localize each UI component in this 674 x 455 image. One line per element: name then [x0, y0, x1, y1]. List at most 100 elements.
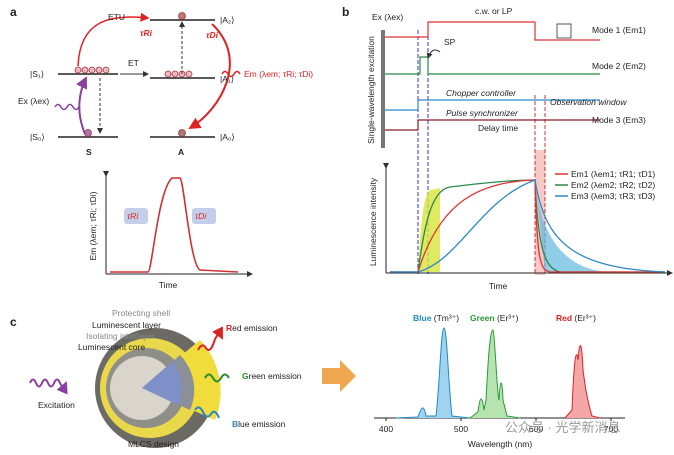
- path-shape: [395, 327, 471, 419]
- path-shape: [385, 119, 600, 131]
- label: |S₀⟩: [30, 132, 45, 142]
- label: Em2 (λem2; τR2; τD2): [571, 180, 655, 190]
- circle-shape: [102, 66, 110, 74]
- label: (Er³⁺): [572, 313, 596, 323]
- label: Ex (λex): [372, 12, 403, 22]
- label: Time: [489, 281, 508, 291]
- label: Green: [470, 313, 495, 323]
- label: (Er³⁺): [495, 313, 519, 323]
- label: Wavelength (nm): [468, 439, 533, 449]
- path-shape: [390, 179, 665, 273]
- label: |S₁⟩: [30, 69, 44, 79]
- label: a: [10, 5, 17, 19]
- g-shape: [74, 12, 193, 137]
- label: Observation window: [550, 97, 627, 107]
- label: A: [178, 147, 184, 157]
- text-shape: Green (Er³⁺): [470, 313, 519, 323]
- path-shape: [322, 360, 356, 392]
- path-shape: [385, 99, 600, 111]
- path-shape: [385, 21, 600, 41]
- label: Mode 2 (Em2): [592, 61, 646, 71]
- label: |A₁⟩: [220, 74, 234, 84]
- rect-shape: [556, 23, 572, 39]
- label: Protecting shell: [112, 308, 170, 318]
- x-tick-label: 700: [604, 424, 618, 434]
- circle-shape: [185, 70, 193, 78]
- label: ETU: [108, 12, 125, 22]
- g-shape: [58, 19, 215, 138]
- text-shape: Green emission: [242, 371, 302, 381]
- label: |A₂⟩: [220, 15, 235, 25]
- label: ed emission: [232, 323, 278, 333]
- path-shape: [194, 406, 220, 419]
- path-shape: [77, 12, 150, 67]
- text-shape: Red (Er³⁺): [556, 313, 596, 323]
- label: τDi: [206, 30, 219, 40]
- circle-shape: [178, 12, 186, 20]
- label: Luminescent core: [78, 342, 145, 352]
- label: Isolating interlayer: [86, 331, 155, 341]
- label: ET: [128, 58, 139, 68]
- label: (Tm³⁺): [431, 313, 459, 323]
- circle-shape: [95, 66, 103, 74]
- label: τRi: [127, 211, 139, 221]
- label: τRi: [140, 28, 153, 38]
- label: lue emission: [238, 419, 286, 429]
- g-shape: 400 500 600 700: [379, 418, 618, 434]
- label: Em3 (λem3; τR3; τD3): [571, 191, 655, 201]
- label: Blue: [413, 313, 432, 323]
- text-shape: Blue (Tm³⁺): [413, 313, 459, 323]
- x-tick-label: 600: [529, 424, 543, 434]
- circle-shape: [88, 66, 96, 74]
- rect-shape: [381, 30, 385, 148]
- rect-shape: [192, 208, 216, 224]
- label: MLCS design: [128, 439, 179, 449]
- circle-shape: [81, 66, 89, 74]
- path-shape: [142, 362, 182, 405]
- label: Delay time: [478, 123, 518, 133]
- text-shape: Blue emission: [232, 419, 286, 429]
- path-shape: [418, 188, 440, 272]
- label: B: [232, 419, 238, 429]
- circle-shape: [178, 129, 186, 137]
- label: Luminescent layer: [92, 320, 161, 330]
- path-shape: [426, 49, 441, 59]
- path-shape: [54, 103, 80, 111]
- label: Red: [556, 313, 572, 323]
- path-shape: [221, 70, 241, 78]
- text-shape: Red emission: [226, 323, 278, 333]
- g-shape: [97, 21, 185, 134]
- label: τDi: [195, 211, 207, 221]
- rect-shape: [124, 208, 148, 224]
- path-shape: [204, 373, 230, 383]
- path-shape: [469, 329, 521, 419]
- path-shape: [390, 179, 666, 273]
- label: |A₀⟩: [220, 132, 235, 142]
- path-shape: [188, 23, 231, 130]
- path-shape: [197, 326, 223, 351]
- label: Em (λem; τRi; τDi): [244, 69, 313, 79]
- label: Luminescence intensity: [368, 177, 378, 266]
- label: Excitation: [38, 400, 75, 410]
- path-shape: [390, 179, 665, 273]
- label: c.w. or LP: [475, 6, 513, 16]
- label: Mode 1 (Em1): [592, 25, 646, 35]
- x-tick-label: 400: [379, 424, 393, 434]
- label: reen emission: [249, 371, 302, 381]
- path-shape: [385, 56, 600, 75]
- path-shape: [76, 76, 87, 135]
- label: G: [242, 371, 249, 381]
- path-shape: [564, 345, 601, 419]
- label: R: [226, 323, 232, 333]
- circle-shape: [164, 70, 172, 78]
- label: Pulse synchronizer: [446, 108, 519, 118]
- label: c: [10, 315, 17, 329]
- label: 公众号 · 光学新消息: [505, 420, 621, 435]
- circle-shape: [74, 66, 82, 74]
- label: Time: [159, 280, 178, 290]
- label: Em1 (λem1; τR1; τD1): [571, 169, 655, 179]
- label: Mode 3 (Em3): [592, 115, 646, 125]
- label: Single-wavelength excitation: [366, 36, 376, 144]
- label: b: [342, 5, 349, 19]
